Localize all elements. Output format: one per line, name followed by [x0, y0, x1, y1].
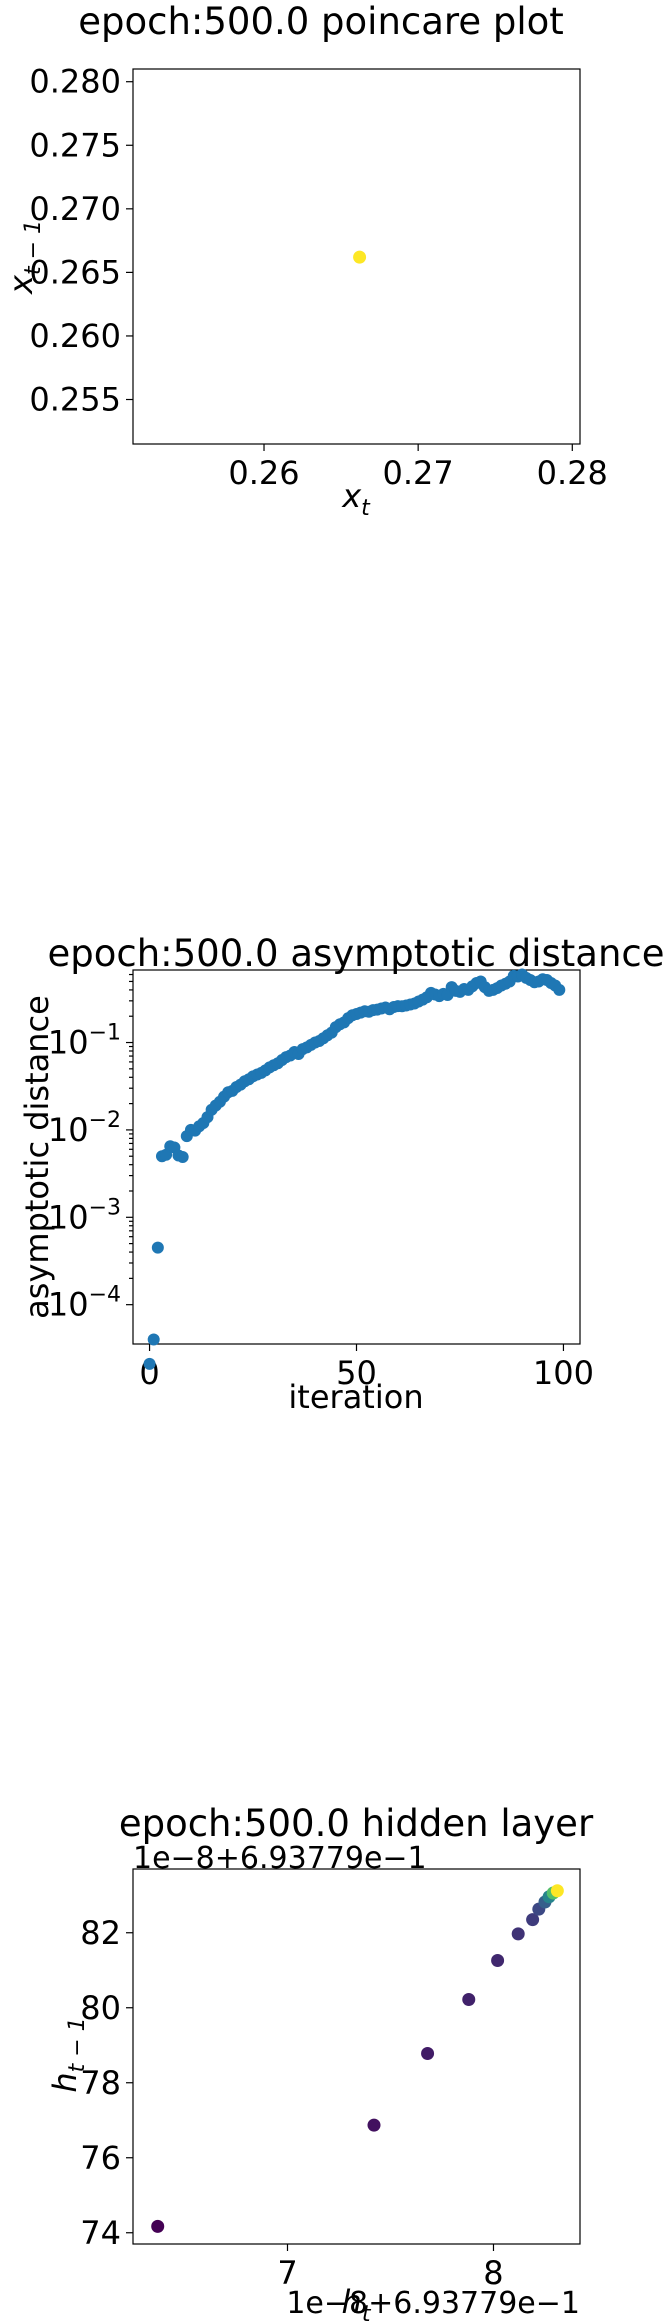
- poincare-x-tick-label: 0.28: [537, 454, 608, 492]
- poincare-point: [353, 250, 367, 264]
- poincare-plot-points: [353, 250, 367, 264]
- asymptotic-y-tick-label: 10−1: [48, 1021, 121, 1062]
- poincare-plot-panel: epoch:500.0 poincare plot 0.26 0.27 0.28 0…: [2, 0, 608, 521]
- poincare-plot-axes-frame: [132, 68, 581, 445]
- asymptotic-distance-title: epoch:500.0 asymptotic distance: [47, 932, 663, 975]
- poincare-plot-title: epoch:500.0 poincare plot: [78, 0, 564, 43]
- asymptotic-distance-y-axis-label: asymptotic distance: [18, 995, 56, 1319]
- poincare-plot-y-ticks: 0.255 0.260 0.265 0.270 0.275 0.280: [29, 63, 133, 419]
- asymptotic-distance-panel: epoch:500.0 asymptotic distance 0 50 100 1…: [18, 932, 663, 1416]
- hidden-layer-title: epoch:500.0 hidden layer: [119, 1802, 594, 1845]
- hidden-y-tick-label: 74: [80, 2214, 121, 2252]
- hidden-y-tick-label: 76: [80, 2139, 121, 2177]
- hidden-layer-points: [151, 1884, 564, 2233]
- asymptotic-point: [151, 1241, 164, 1254]
- hidden-layer-y-ticks: 74 76 78 80 82: [80, 1914, 133, 2252]
- hidden-y-tick-label: 80: [80, 1989, 121, 2027]
- poincare-y-tick-label: 0.275: [29, 126, 121, 164]
- poincare-x-tick-label: 0.26: [228, 454, 299, 492]
- hidden-layer-point: [367, 2118, 381, 2132]
- asymptotic-y-tick-label: 10−2: [48, 1108, 121, 1149]
- asymptotic-distance-y-ticks: 10−4 10−3 10−2 10−1: [48, 973, 133, 1324]
- asymptotic-x-tick-label: 100: [533, 1354, 594, 1392]
- asymptotic-y-tick-label: 10−3: [48, 1195, 121, 1236]
- asymptotic-x-tick-label: 50: [336, 1354, 377, 1392]
- asymptotic-point: [176, 1150, 189, 1163]
- hidden-x-tick-label: 8: [483, 2254, 503, 2292]
- hidden-x-tick-label: 7: [277, 2254, 297, 2292]
- hidden-layer-x-offset-text: 1e−8+6.93779e−1: [286, 2286, 580, 2321]
- hidden-layer-point: [151, 2219, 165, 2233]
- poincare-plot-x-axis-label: xt: [341, 477, 371, 521]
- hidden-y-tick-label: 78: [80, 2064, 121, 2102]
- asymptotic-distance-points: [143, 968, 566, 1370]
- hidden-layer-point: [550, 1884, 564, 1898]
- poincare-y-tick-label: 0.280: [29, 63, 121, 101]
- asymptotic-point: [553, 983, 566, 996]
- hidden-layer-point: [491, 1954, 505, 1967]
- hidden-layer-panel: epoch:500.0 hidden layer 1e−8+6.93779e−1…: [46, 1802, 594, 2323]
- hidden-layer-point: [421, 2047, 435, 2060]
- asymptotic-point: [143, 1357, 156, 1370]
- poincare-x-tick-label: 0.27: [383, 454, 454, 492]
- poincare-y-tick-label: 0.270: [29, 190, 121, 228]
- asymptotic-distance-x-axis-label: iteration: [288, 1378, 423, 1416]
- asymptotic-point: [147, 1333, 160, 1346]
- hidden-layer-point: [462, 1993, 476, 2006]
- hidden-layer-y-offset-text: 1e−8+6.93779e−1: [133, 1841, 427, 1876]
- poincare-plot-y-axis-label: xt − 1: [2, 220, 46, 295]
- hidden-layer-y-axis-label: ht − 1: [46, 2017, 90, 2092]
- hidden-y-tick-label: 82: [80, 1914, 121, 1952]
- poincare-plot-x-ticks: 0.26 0.27 0.28: [228, 444, 608, 492]
- poincare-y-tick-label: 0.260: [29, 317, 121, 355]
- hidden-layer-axes-frame: [132, 1868, 581, 2245]
- poincare-y-tick-label: 0.265: [29, 253, 121, 291]
- asymptotic-y-tick-label: 10−4: [48, 1283, 121, 1324]
- hidden-layer-point: [526, 1913, 540, 1927]
- asymptotic-distance-axes-frame: [132, 969, 581, 1345]
- hidden-layer-point: [511, 1927, 525, 1941]
- poincare-y-tick-label: 0.255: [29, 381, 121, 419]
